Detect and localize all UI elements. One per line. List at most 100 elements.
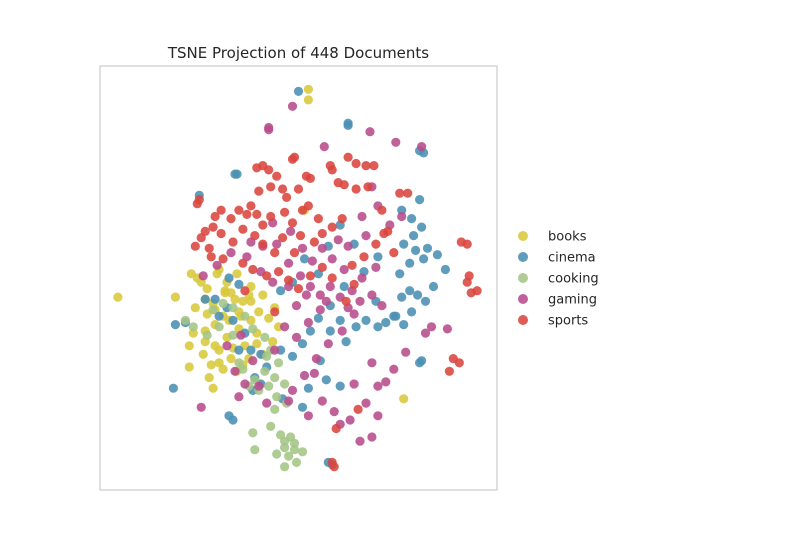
data-point-sports xyxy=(254,186,264,196)
data-point-books xyxy=(258,290,268,300)
data-point-sports xyxy=(228,237,238,247)
data-point-cinema xyxy=(297,402,308,412)
data-point-cinema xyxy=(228,415,238,425)
data-point-gaming xyxy=(315,290,325,300)
chart-title: TSNE Projection of 448 Documents xyxy=(167,44,429,62)
data-point-gaming xyxy=(357,211,367,222)
data-point-cinema xyxy=(411,245,421,255)
legend-marker-cooking xyxy=(518,273,528,283)
data-point-gaming xyxy=(303,411,313,421)
data-point-cinema xyxy=(299,254,310,264)
data-point-sports xyxy=(347,260,357,270)
data-point-gaming xyxy=(291,332,302,342)
data-point-cooking xyxy=(270,404,280,414)
data-point-sports xyxy=(369,161,379,171)
legend-marker-gaming xyxy=(518,294,528,304)
data-point-gaming xyxy=(287,385,298,395)
data-point-gaming xyxy=(198,271,208,281)
legend-item-cooking: cooking xyxy=(518,272,599,287)
data-point-gaming xyxy=(373,381,383,391)
data-point-sports xyxy=(238,258,248,268)
data-point-cinema xyxy=(373,322,383,332)
data-point-gaming xyxy=(317,243,327,253)
data-point-cooking xyxy=(280,462,290,472)
data-point-gaming xyxy=(196,402,206,412)
data-point-books xyxy=(184,362,194,372)
data-point-gaming xyxy=(317,396,327,406)
data-point-gaming xyxy=(361,398,371,408)
data-point-sports xyxy=(284,275,294,285)
data-point-cinema xyxy=(415,195,425,205)
data-point-sports xyxy=(270,307,280,317)
data-point-sports xyxy=(262,271,272,281)
data-point-gaming xyxy=(373,411,383,421)
data-point-cinema xyxy=(168,383,178,393)
data-point-books xyxy=(238,296,248,306)
data-point-gaming xyxy=(301,290,311,300)
data-point-cinema xyxy=(287,351,298,361)
data-point-cinema xyxy=(420,296,431,306)
data-point-books xyxy=(204,373,214,383)
data-point-books xyxy=(188,328,198,338)
data-point-sports xyxy=(313,214,323,224)
data-point-sports xyxy=(240,286,250,296)
data-point-sports xyxy=(272,171,282,181)
data-point-cooking xyxy=(260,332,270,342)
data-point-gaming xyxy=(361,231,371,241)
data-point-cooking xyxy=(266,421,276,431)
data-point-cinema xyxy=(335,315,345,325)
data-point-cinema xyxy=(293,86,304,96)
data-point-sports xyxy=(206,252,216,262)
data-point-cinema xyxy=(276,286,286,296)
data-point-gaming xyxy=(230,366,240,376)
data-point-sports xyxy=(349,279,359,289)
data-point-sports xyxy=(462,277,472,287)
data-point-cooking xyxy=(272,392,282,402)
data-point-books xyxy=(208,383,218,393)
data-point-sports xyxy=(252,163,262,173)
data-point-cinema xyxy=(399,239,409,249)
data-point-gaming xyxy=(355,436,365,446)
data-point-cinema xyxy=(397,205,407,215)
data-point-cinema xyxy=(170,320,180,330)
data-point-sports xyxy=(337,214,347,224)
data-point-cooking xyxy=(264,381,274,391)
data-point-sports xyxy=(238,224,248,234)
data-point-cinema xyxy=(214,311,224,321)
data-point-cinema xyxy=(409,231,419,241)
data-point-gaming xyxy=(268,277,278,287)
data-point-cinema xyxy=(415,358,425,368)
data-point-cinema xyxy=(325,326,335,336)
data-point-cinema xyxy=(234,279,244,289)
data-point-sports xyxy=(466,288,476,298)
data-point-books xyxy=(268,337,278,347)
data-point-cooking xyxy=(280,443,290,453)
data-point-cinema xyxy=(432,250,442,260)
data-point-sports xyxy=(242,209,252,219)
data-point-gaming xyxy=(397,211,407,222)
data-point-sports xyxy=(289,248,300,258)
data-point-sports xyxy=(274,267,284,277)
data-point-books xyxy=(252,339,262,349)
data-point-gaming xyxy=(426,322,437,332)
data-point-sports xyxy=(282,192,292,202)
data-point-cooking xyxy=(180,315,190,325)
data-point-books xyxy=(214,358,224,368)
data-point-sports xyxy=(351,184,361,194)
data-point-cinema xyxy=(200,294,210,304)
series-gaming xyxy=(196,101,452,446)
data-point-gaming xyxy=(325,281,335,292)
data-point-cooking xyxy=(270,373,280,383)
data-point-sports xyxy=(248,264,258,275)
data-point-gaming xyxy=(381,377,391,387)
data-point-sports xyxy=(309,237,319,247)
legend-marker-sports xyxy=(518,315,528,325)
data-point-cinema xyxy=(313,313,323,323)
data-point-sports xyxy=(317,262,327,272)
data-point-gaming xyxy=(309,368,319,378)
data-point-gaming xyxy=(291,301,302,311)
data-point-sports xyxy=(371,239,381,249)
data-point-cinema xyxy=(407,307,417,317)
data-point-cooking xyxy=(188,322,198,332)
